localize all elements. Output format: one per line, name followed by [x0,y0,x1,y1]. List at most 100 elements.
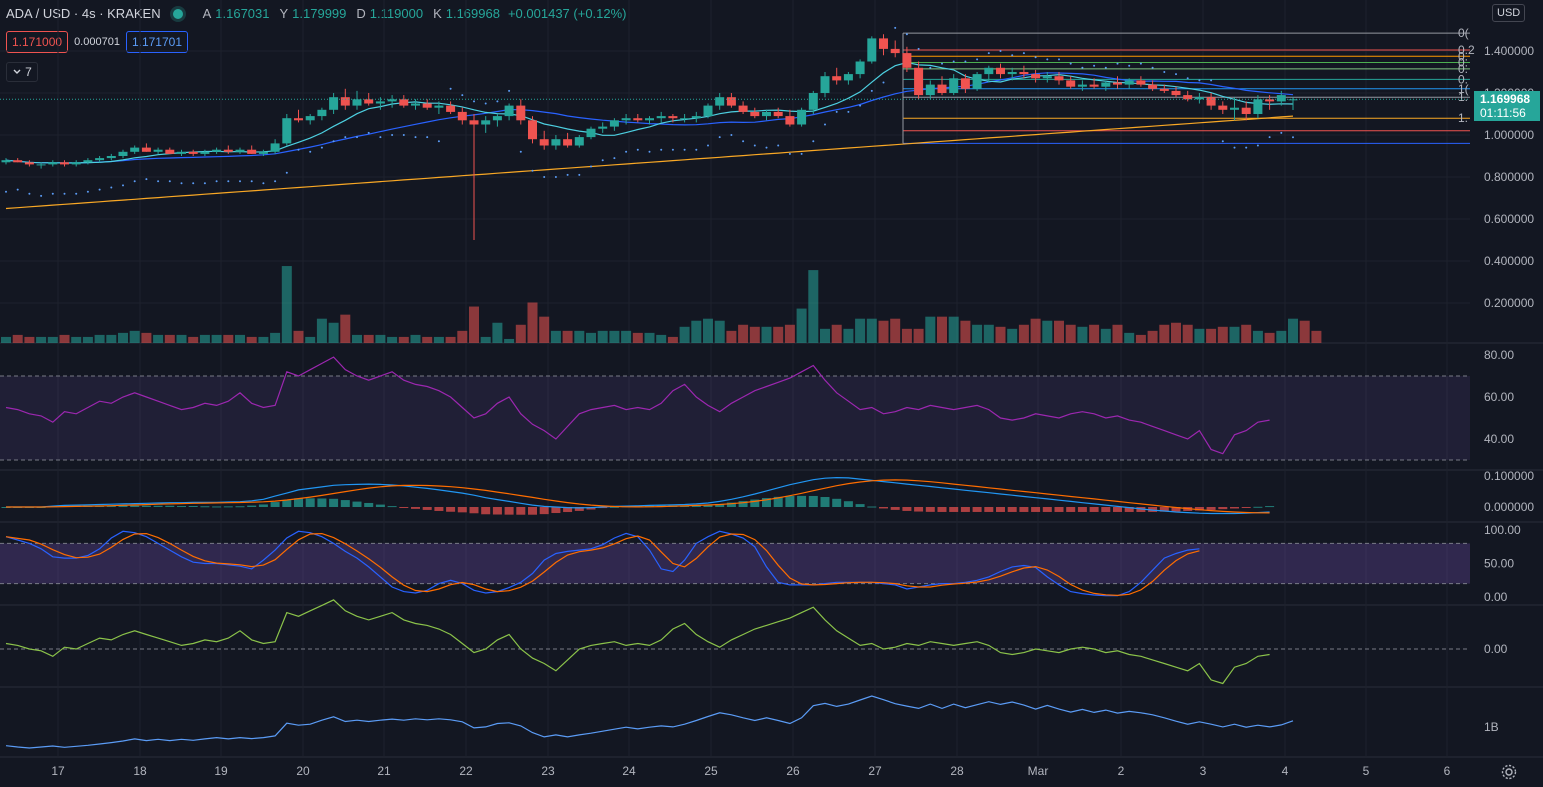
macd-hist-bar [797,495,807,507]
candle-body [48,162,58,165]
volume-bar [504,338,515,343]
sar-dot [566,173,569,176]
sar-dot [1186,77,1189,80]
candle-body [633,118,643,121]
sar-dot [835,110,838,113]
volume-bar [1054,320,1064,343]
candle-body [949,78,959,93]
candle-body [516,105,526,121]
volume-bar [118,332,128,343]
volume-bar [1241,324,1252,343]
volume-bar [188,336,199,343]
candle-body [60,162,69,165]
symbol-title[interactable]: ADA / USD · 4s · KRAKEN [6,6,161,21]
candle-body [691,116,701,119]
candle-body [504,105,514,117]
candle-body [960,78,970,89]
candle-body [457,111,467,121]
candle-body [1031,74,1041,79]
volume-bar [24,336,35,343]
volume-bar [1100,328,1111,343]
candle-body [609,120,619,127]
candle-body [1089,84,1099,87]
sar-dot [309,150,312,153]
sar-dot [250,180,253,183]
sar-dot [133,180,136,183]
legend-open-label: A [202,6,212,21]
macd-hist-bar [200,506,210,508]
sar-dot [297,148,300,151]
sar-dot [870,89,873,92]
macd-hist-bar [352,501,362,507]
macd-hist-bar [1077,507,1087,512]
sar-dot [578,173,581,176]
volume-bar [1030,318,1041,343]
volume-bar [937,316,947,343]
macd-hist-bar [843,501,853,507]
candle-body [1019,72,1029,75]
candle-body [399,99,409,106]
volume-bar [1112,324,1123,343]
macd-hist-bar [153,505,163,507]
macd-hist-bar [1031,507,1041,512]
sar-dot [590,165,592,168]
volume-bar [223,334,234,343]
sar-dot [519,150,522,153]
sar-dot [1233,146,1236,149]
gear-icon[interactable] [1500,763,1518,781]
fib-level-label: 0. [1458,49,1468,63]
currency-button[interactable]: USD [1492,4,1526,22]
macd-hist-bar [1042,507,1052,512]
legend-close: 1.169968 [445,6,500,21]
volume-bar [1264,332,1275,343]
fib-level-label: 1. [1458,111,1468,125]
candle-body [551,139,561,146]
fib-level-label: 0. [1458,56,1468,70]
sar-dot [987,52,990,55]
macd-hist-bar [563,507,573,513]
candle-body [762,111,771,117]
volume-bar [1252,330,1263,343]
volume-bar [328,322,339,343]
candle-body [212,149,222,152]
legend-high: 1.179999 [292,6,347,21]
sar-dot [1058,58,1060,61]
quote-panel: 1.171000 0.000701 1.171701 [6,31,189,53]
indicators-toggle-button[interactable]: 7 [6,62,38,82]
volume-bar [1299,320,1310,343]
time-tick-label: 18 [133,764,147,778]
macd-hist-bar [1241,507,1251,508]
candle-body [996,67,1005,75]
volume-bar [983,324,994,343]
candle-body [1218,105,1228,110]
macd-hist-bar [609,506,619,508]
macd-hist-bar [1019,507,1029,512]
candle-body [71,162,81,165]
sar-dot [356,136,358,139]
volume-bar [609,330,620,343]
time-tick-label: 21 [377,764,391,778]
price-axis-label: 0.800000 [1484,170,1534,184]
rsi-band [0,376,1470,460]
candle-body [387,99,397,102]
volume-bar [235,334,245,343]
candle-body [141,147,151,152]
candle-body [785,116,795,125]
volume-bar [878,320,889,343]
sar-dot [976,58,979,61]
macd-hist-bar [1194,507,1204,511]
volume-bar [808,270,819,343]
candle-body [972,74,982,89]
candle-body [925,84,935,96]
sar-dot [203,182,206,185]
macd-hist-bar [1148,507,1158,512]
sar-dot [86,190,89,193]
sell-price-button[interactable]: 1.171000 [6,31,69,53]
volume-bar [270,332,281,343]
buy-price-button[interactable]: 1.171701 [125,31,189,53]
sar-dot [227,180,230,183]
volume-bar [644,332,655,343]
macd-hist-bar [1159,507,1169,512]
macd-hist-bar [387,506,397,508]
